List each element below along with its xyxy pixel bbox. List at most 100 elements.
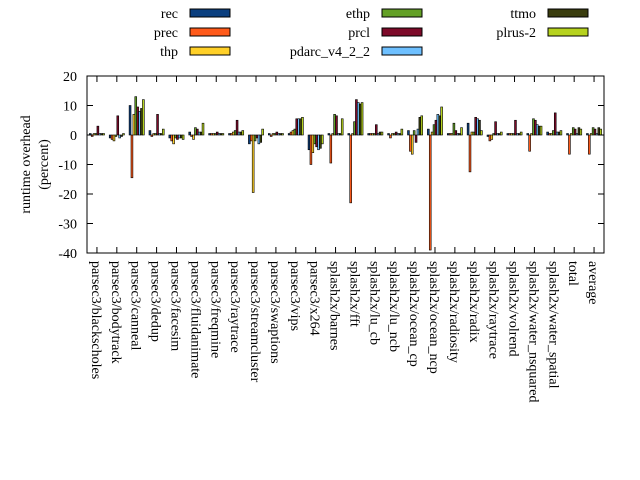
x-tick-label: splash2x/water_nsquared — [525, 261, 540, 403]
bar-prec-splash2x-lu-ncb — [389, 134, 392, 139]
bar-plrus-2-parsec3-canneal — [142, 99, 145, 136]
legend-label: rec — [161, 7, 178, 22]
bar-prcl-splash2x-ocean-cp — [414, 134, 418, 143]
bar-plrus-2-splash2x-water-nsquared — [539, 125, 543, 136]
bar-prec-parsec3-dedup — [150, 134, 154, 137]
y-tick-label: -30 — [58, 218, 77, 233]
bar-rec-splash2x-lu-ncb — [387, 133, 390, 136]
bar-plrus-2-splash2x-lu-cb — [380, 131, 384, 136]
y-tick-label: -10 — [58, 159, 77, 174]
bar-rec-parsec3-swaptions — [267, 133, 271, 136]
legend-swatch — [381, 27, 423, 37]
bar-rec-average — [586, 133, 589, 136]
bar-prec-parsec3-canneal — [130, 134, 134, 179]
bar-thp-splash2x-raytrace — [490, 134, 494, 140]
legend-swatch — [189, 46, 231, 56]
bar-plrus-2-parsec3-blackscholes — [102, 133, 105, 136]
bar-rec-splash2x-ocean-cp — [407, 130, 410, 136]
bar-rec-total — [566, 133, 569, 136]
bar-plrus-2-splash2x-radiosity — [460, 127, 463, 136]
x-tick-label: splash2x/water_spatial — [545, 261, 560, 389]
bar-plrus-2-parsec3-bodytrack — [122, 133, 125, 136]
bar-plrus-2-parsec3-x264 — [321, 134, 324, 145]
x-tick-label: parsec3/freqmine — [207, 261, 222, 358]
plot-frame — [86, 75, 605, 254]
x-tick-label: splash2x/ocean_cp — [406, 261, 421, 367]
bar-rec-parsec3-fluidanimate — [188, 131, 191, 136]
bar-rec-splash2x-fft — [347, 133, 351, 136]
legend-swatch — [189, 8, 231, 18]
bar-prcl-parsec3-blackscholes — [96, 125, 100, 136]
bar-plrus-2-parsec3-dedup — [162, 128, 165, 136]
bar-prec-splash2x-radix — [468, 134, 472, 173]
bar-ethp-splash2x-ocean-cp — [412, 130, 416, 136]
bar-prcl-splash2x-raytrace — [494, 121, 497, 136]
bar-prec-parsec3-swaptions — [269, 134, 273, 137]
x-tick-label: total — [565, 261, 580, 286]
bar-prec-splash2x-ocean-ncp — [428, 134, 432, 251]
bar-plrus-2-splash2x-ocean-cp — [420, 115, 423, 136]
x-tick-label: splash2x/radix — [466, 261, 481, 343]
bar-plrus-2-parsec3-facesim — [181, 134, 185, 140]
y-tick-label: -40 — [58, 247, 77, 262]
bar-thp-parsec3-bodytrack — [112, 134, 116, 142]
bar-plrus-2-splash2x-fft — [360, 102, 364, 136]
bar-plrus-2-parsec3-fluidanimate — [201, 122, 205, 136]
bar-plrus-2-splash2x-lu-ncb — [400, 128, 404, 136]
legend-label: plrus-2 — [496, 26, 536, 41]
x-tick-label: splash2x/volrend — [506, 261, 521, 357]
bar-ttmo-splash2x-radix — [478, 119, 481, 136]
bar-plrus-2-parsec3-raytrace — [241, 130, 245, 136]
bar-ttmo-parsec3-bodytrack — [120, 134, 123, 137]
bar-rec-splash2x-barnes — [327, 133, 331, 136]
x-tick-label: splash2x/barnes — [327, 261, 342, 350]
legend-swatch — [381, 8, 423, 18]
bar-rec-splash2x-radix — [466, 122, 470, 136]
legend-label: prcl — [348, 26, 370, 41]
x-tick-label: parsec3/x264 — [307, 261, 322, 336]
bar-prcl-parsec3-raytrace — [235, 119, 239, 136]
bar-prec-total — [568, 134, 571, 155]
bar-prcl-splash2x-barnes — [335, 115, 338, 136]
bar-plrus-2-splash2x-raytrace — [500, 131, 503, 136]
x-tick-label: splash2x/lu_ncb — [386, 261, 401, 352]
x-tick-label: splash2x/ocean_ncp — [426, 261, 441, 374]
bar-plrus-2-parsec3-vips — [301, 117, 304, 136]
bar-ethp-splash2x-radiosity — [452, 122, 456, 136]
legend-swatch — [189, 27, 231, 37]
bar-plrus-2-splash2x-radix — [480, 130, 483, 136]
x-tick-label: parsec3/bodytrack — [108, 261, 123, 364]
legend: rec prec thp ethp prcl pdarc_v4_2_2 ttmo plrus-… — [154, 7, 589, 60]
bar-rec-parsec3-dedup — [148, 130, 152, 136]
bar-plrus-2-splash2x-volrend — [519, 131, 523, 136]
bar-prec-splash2x-water-nsquared — [528, 134, 531, 152]
axes: 20 10 0 -10 -20 -30 -40 parsec3/blackscholes par… — [58, 70, 605, 403]
legend-label: prec — [154, 26, 178, 41]
x-tick-label: parsec3/canneal — [128, 261, 143, 350]
bars — [89, 96, 602, 251]
bar-plrus-2-splash2x-barnes — [340, 118, 344, 136]
bar-prec-splash2x-fft — [349, 134, 352, 204]
legend-swatch — [381, 46, 423, 56]
x-tick-label: parsec3/dedup — [148, 261, 163, 342]
x-tick-label: parsec3/fluidanimate — [187, 261, 202, 378]
x-tick-label: splash2x/lu_cb — [366, 261, 381, 345]
bar-prcl-parsec3-bodytrack — [116, 115, 120, 136]
bar-prcl-total — [573, 128, 577, 136]
bar-plrus-2-parsec3-swaptions — [281, 133, 284, 136]
bar-plrus-2-parsec3-streamcluster — [261, 128, 264, 136]
y-axis-label: runtime overhead (percent) — [19, 115, 52, 213]
x-tick-label: parsec3/raytrace — [227, 261, 242, 353]
x-tick-label: splash2x/radiosity — [446, 261, 461, 363]
bar-plrus-2-splash2x-ocean-ncp — [440, 106, 443, 136]
bar-thp-parsec3-fluidanimate — [192, 134, 195, 140]
bar-rec-splash2x-ocean-ncp — [427, 128, 430, 136]
bar-plrus-2-parsec3-freqmine — [221, 133, 225, 136]
bar-prec-splash2x-barnes — [329, 134, 333, 164]
legend-label: ethp — [346, 7, 370, 22]
bar-thp-splash2x-ocean-cp — [410, 134, 414, 155]
bar-prcl-splash2x-lu-cb — [375, 124, 378, 136]
y-tick-label: 10 — [63, 100, 77, 115]
y-tick-label: 0 — [70, 129, 77, 144]
